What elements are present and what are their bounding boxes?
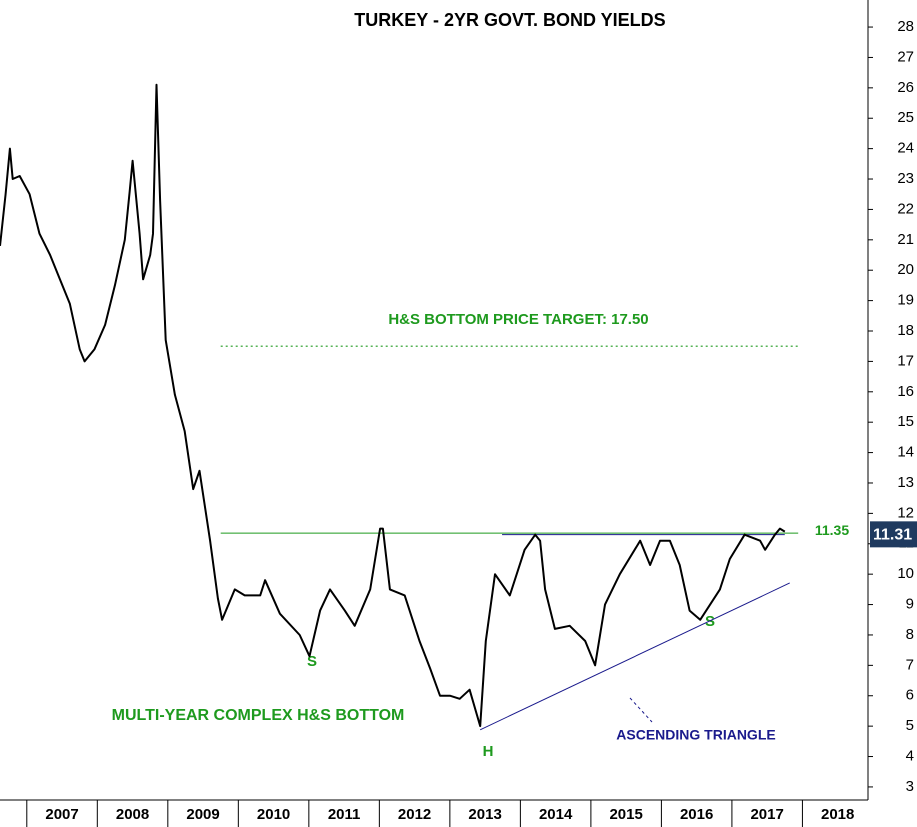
y-tick-label: 15 xyxy=(897,413,914,430)
y-tick-label: 23 xyxy=(897,170,914,187)
support-line xyxy=(479,582,790,731)
neckline-label: 11.35 xyxy=(815,522,849,538)
y-tick-label: 19 xyxy=(897,292,914,309)
y-tick-label: 16 xyxy=(897,383,914,400)
y-tick-label: 13 xyxy=(897,474,914,491)
x-tick-label: 2016 xyxy=(680,806,713,823)
x-tick-label: 2011 xyxy=(328,806,361,823)
y-tick-label: 20 xyxy=(897,261,914,278)
x-tick-label: 2015 xyxy=(609,806,642,823)
y-tick-label: 5 xyxy=(906,717,914,734)
x-tick-label: 2010 xyxy=(257,806,290,823)
y-tick-label: 21 xyxy=(897,231,914,248)
y-tick-label: 12 xyxy=(897,504,914,521)
x-tick-label: 2014 xyxy=(539,806,573,823)
y-tick-label: 4 xyxy=(906,748,914,765)
x-tick-label: 2013 xyxy=(468,806,501,823)
y-tick-label: 3 xyxy=(906,778,914,795)
x-tick-label: 2017 xyxy=(750,806,783,823)
last-value-label: 11.31 xyxy=(873,527,912,544)
x-tick-label: 2008 xyxy=(116,806,149,823)
y-tick-label: 6 xyxy=(906,687,914,704)
chart-title: TURKEY - 2YR GOVT. BOND YIELDS xyxy=(354,10,665,30)
y-tick-label: 26 xyxy=(897,79,914,96)
x-tick-label: 2018 xyxy=(821,806,854,823)
y-tick-label: 17 xyxy=(897,352,914,369)
y-tick-label: 8 xyxy=(906,626,914,643)
y-tick-label: 27 xyxy=(897,48,914,65)
y-tick-label: 24 xyxy=(897,140,914,157)
annotation: H xyxy=(483,743,494,760)
x-tick-label: 2007 xyxy=(45,806,78,823)
x-tick-label: 2009 xyxy=(186,806,219,823)
y-tick-label: 14 xyxy=(897,444,914,461)
annotation: MULTI-YEAR COMPLEX H&S BOTTOM xyxy=(112,707,405,724)
y-tick-label: 18 xyxy=(897,322,914,339)
y-tick-label: 22 xyxy=(897,200,914,217)
y-tick-label: 25 xyxy=(897,109,914,126)
annotation: ASCENDING TRIANGLE xyxy=(616,727,775,743)
x-tick-label: 2012 xyxy=(398,806,431,823)
y-tick-label: 28 xyxy=(897,18,914,35)
last-value-box xyxy=(870,521,917,548)
y-tick-label: 9 xyxy=(906,596,914,613)
price-line xyxy=(0,83,786,728)
annotation: S xyxy=(705,613,715,630)
annotation: S xyxy=(307,653,317,670)
target-label: H&S BOTTOM PRICE TARGET: 17.50 xyxy=(388,311,648,328)
y-tick-label: 7 xyxy=(906,656,914,673)
y-tick-label: 10 xyxy=(897,565,914,582)
